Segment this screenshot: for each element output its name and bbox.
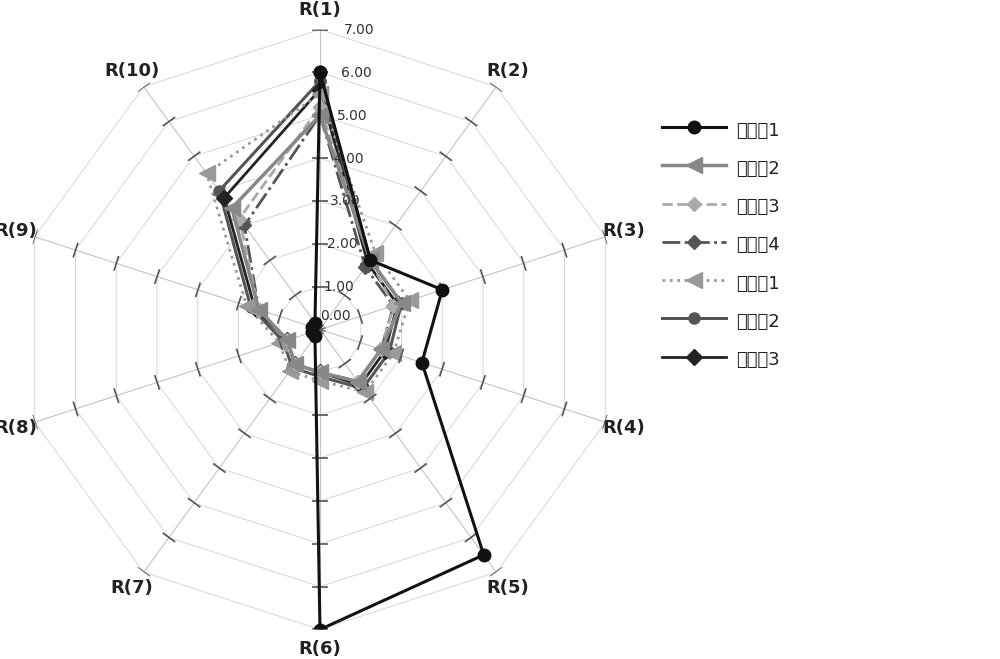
Text: 6.00: 6.00	[341, 66, 371, 80]
Text: 4.00: 4.00	[334, 152, 364, 165]
Legend: 对比夃1, 对比夃2, 对比夃3, 对比夃4, 实施夃1, 实施夃2, 实施夃3: 对比夃1, 对比夃2, 对比夃3, 对比夃4, 实施夃1, 实施夃2, 实施夃3	[657, 113, 786, 376]
Text: 0.00: 0.00	[321, 309, 351, 323]
Text: 2.00: 2.00	[327, 237, 357, 251]
Text: 7.00: 7.00	[344, 24, 375, 38]
Text: 5.00: 5.00	[337, 109, 368, 123]
Text: 3.00: 3.00	[330, 194, 361, 208]
Text: 1.00: 1.00	[323, 280, 354, 294]
